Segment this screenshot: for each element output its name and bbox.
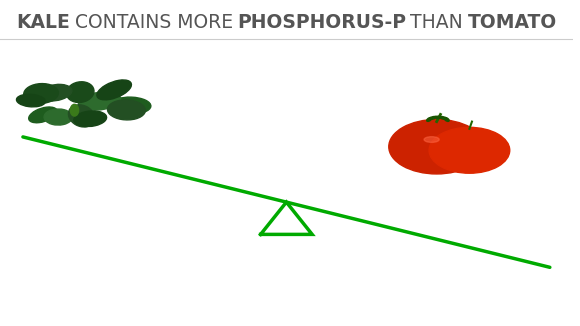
Ellipse shape: [68, 105, 95, 127]
Text: TOMATO: TOMATO: [468, 13, 557, 32]
Ellipse shape: [38, 84, 72, 101]
Ellipse shape: [78, 92, 121, 110]
Ellipse shape: [74, 111, 107, 126]
Ellipse shape: [107, 100, 146, 120]
Ellipse shape: [24, 83, 59, 103]
Circle shape: [429, 127, 510, 173]
Ellipse shape: [44, 109, 72, 125]
Text: PHOSPHORUS-P: PHOSPHORUS-P: [237, 13, 407, 32]
Ellipse shape: [97, 80, 132, 100]
Ellipse shape: [444, 117, 449, 121]
Ellipse shape: [28, 107, 57, 123]
Ellipse shape: [424, 137, 439, 142]
Ellipse shape: [16, 94, 45, 107]
Text: THAN: THAN: [404, 13, 469, 32]
Circle shape: [389, 119, 484, 174]
Ellipse shape: [440, 116, 447, 119]
Ellipse shape: [434, 116, 442, 118]
Text: CONTAINS MORE: CONTAINS MORE: [70, 13, 240, 32]
Text: KALE: KALE: [16, 13, 70, 32]
Ellipse shape: [110, 97, 151, 114]
Ellipse shape: [429, 116, 436, 119]
Ellipse shape: [66, 82, 94, 102]
Ellipse shape: [427, 117, 432, 121]
Ellipse shape: [70, 104, 78, 116]
